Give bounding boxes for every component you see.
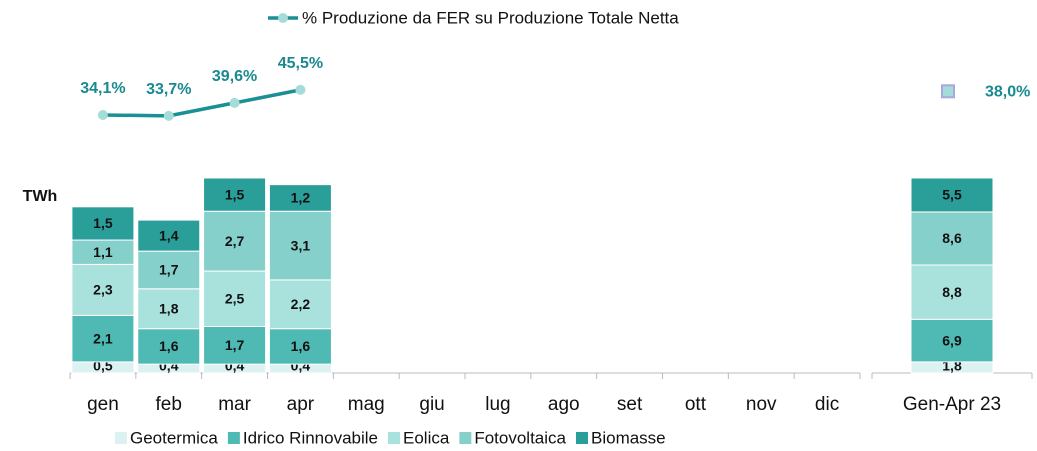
line-value-label: 33,7%: [146, 81, 191, 98]
value-label: 2,5: [225, 290, 245, 306]
x-tick-label: giu: [419, 394, 444, 415]
x-tick-label: feb: [156, 394, 182, 415]
value-label: 2,7: [225, 233, 245, 249]
line-marker: [295, 84, 306, 95]
line-value-label: 39,6%: [212, 68, 257, 85]
bar-segment: [203, 325, 267, 365]
x-tick-label: Gen-Apr 23: [903, 394, 1001, 415]
value-label: 2,1: [93, 330, 113, 346]
legend-marker: [278, 13, 288, 23]
value-label: 6,9: [942, 332, 962, 348]
line-marker: [941, 84, 955, 99]
bar-segment: [203, 270, 267, 327]
value-label: 1,8: [159, 300, 179, 316]
value-label: 1,5: [93, 215, 113, 231]
bar-segment: [71, 263, 135, 316]
legend-label: % Produzione da FER su Produzione Totale…: [302, 8, 679, 27]
line-value-label: 45,5%: [278, 55, 323, 72]
value-label: 8,8: [942, 284, 962, 300]
bar-segment: [71, 206, 135, 241]
y-axis-label: TWh: [23, 188, 58, 205]
legend-swatch: [576, 432, 588, 444]
value-label: 1,7: [159, 262, 179, 278]
x-tick-label: gen: [87, 394, 119, 415]
value-label: 1,2: [291, 190, 311, 206]
legend-swatch: [227, 432, 240, 444]
x-tick-label: mag: [348, 394, 385, 415]
bar-segment: [137, 328, 201, 365]
legend-label: Fotovoltaica: [474, 428, 566, 447]
x-tick-label: set: [617, 394, 643, 415]
bar-segment: [910, 211, 994, 266]
value-label: 3,1: [291, 237, 311, 253]
value-label: 1,6: [159, 338, 179, 354]
line-marker: [163, 110, 174, 121]
value-label: 1,6: [291, 338, 311, 354]
bar-segment: [203, 177, 267, 212]
x-tick-label: mar: [218, 394, 251, 415]
x-tick-label: dic: [815, 394, 839, 415]
legend-swatch: [388, 432, 401, 444]
value-label: 1,5: [225, 186, 245, 202]
value-label: 5,5: [942, 187, 962, 203]
legend-label: Biomasse: [591, 428, 666, 447]
legend-label: Idrico Rinnovabile: [243, 428, 378, 447]
line-value-label: 34,1%: [80, 80, 125, 97]
x-tick-label: nov: [746, 394, 777, 415]
bar-segment: [910, 177, 994, 213]
line: [102, 88, 301, 118]
value-label: 1,1: [93, 244, 113, 260]
line-marker: [97, 109, 108, 120]
value-label: 1,4: [159, 227, 179, 243]
x-tick-label: lug: [485, 394, 510, 415]
bar-segment: [71, 314, 135, 363]
line-marker: [229, 97, 240, 108]
value-label: 2,3: [93, 282, 113, 298]
bar-segment: [268, 328, 332, 365]
bar-segment: [137, 288, 201, 330]
legend-label: Geotermica: [130, 428, 218, 447]
bar-segment: [910, 318, 994, 363]
value-label: 2,2: [291, 296, 311, 312]
x-tick-label: ott: [685, 394, 707, 415]
legend-label: Eolica: [403, 428, 450, 447]
line-value-label: 38,0%: [985, 84, 1030, 101]
bar-segment: [268, 184, 332, 212]
x-tick-label: ago: [548, 394, 580, 415]
bar-segment: [910, 264, 994, 320]
bar-segment: [137, 219, 201, 252]
bar-segment: [71, 239, 135, 265]
legend-swatch: [459, 432, 472, 444]
value-label: 1,7: [225, 337, 245, 353]
value-label: 8,6: [942, 230, 962, 246]
legend-swatch: [115, 432, 127, 444]
x-tick-label: apr: [287, 394, 315, 415]
